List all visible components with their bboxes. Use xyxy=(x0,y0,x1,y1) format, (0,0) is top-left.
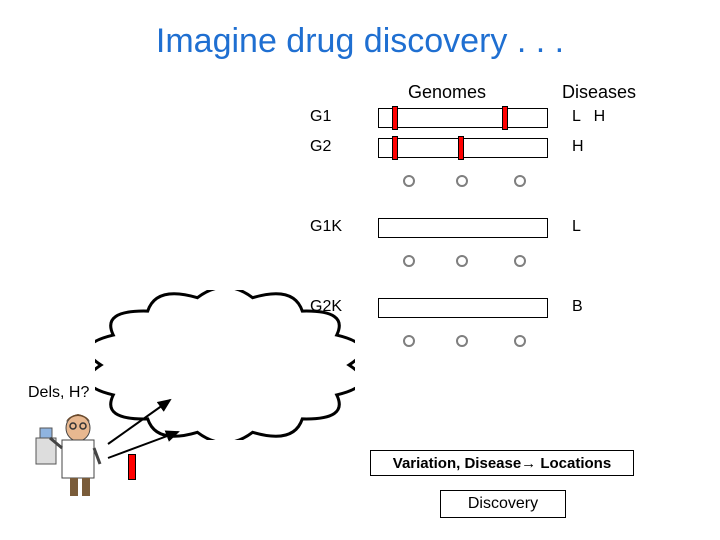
thought-cloud xyxy=(95,290,355,440)
page-title: Imagine drug discovery . . . xyxy=(0,22,720,61)
disease-label: B xyxy=(572,298,583,316)
genome-bar xyxy=(378,218,548,238)
disease-label: H xyxy=(572,138,584,156)
ellipsis-dot xyxy=(403,255,415,267)
genome-row-label: G1 xyxy=(310,108,331,126)
variant-tick xyxy=(502,106,508,130)
variation-box: Variation, Disease→ Locations xyxy=(370,450,634,476)
discovery-box-text: Discovery xyxy=(468,495,538,513)
variation-box-text: Variation, Disease→ Locations xyxy=(393,455,611,472)
ellipsis-dot xyxy=(456,175,468,187)
ellipsis-dot xyxy=(403,175,415,187)
ellipsis-dot xyxy=(514,175,526,187)
variant-tick xyxy=(392,136,398,160)
discovery-box: Discovery xyxy=(440,490,566,518)
genome-bar xyxy=(378,108,548,128)
disease-label: L H xyxy=(572,108,605,126)
disease-label: L xyxy=(572,218,581,236)
ellipsis-dot xyxy=(456,335,468,347)
genome-bar xyxy=(378,298,548,318)
diseases-header: Diseases xyxy=(562,82,636,103)
genome-row-label: G1K xyxy=(310,218,342,236)
sample-tick-icon xyxy=(128,454,136,480)
ellipsis-dot xyxy=(514,335,526,347)
ellipsis-dot xyxy=(514,255,526,267)
variant-tick xyxy=(458,136,464,160)
genomes-header: Genomes xyxy=(408,82,486,103)
variant-tick xyxy=(392,106,398,130)
genome-row-label: G2 xyxy=(310,138,331,156)
scientist-icon xyxy=(30,408,106,498)
ellipsis-dot xyxy=(456,255,468,267)
dels-label: Dels, H? xyxy=(28,384,89,402)
ellipsis-dot xyxy=(403,335,415,347)
